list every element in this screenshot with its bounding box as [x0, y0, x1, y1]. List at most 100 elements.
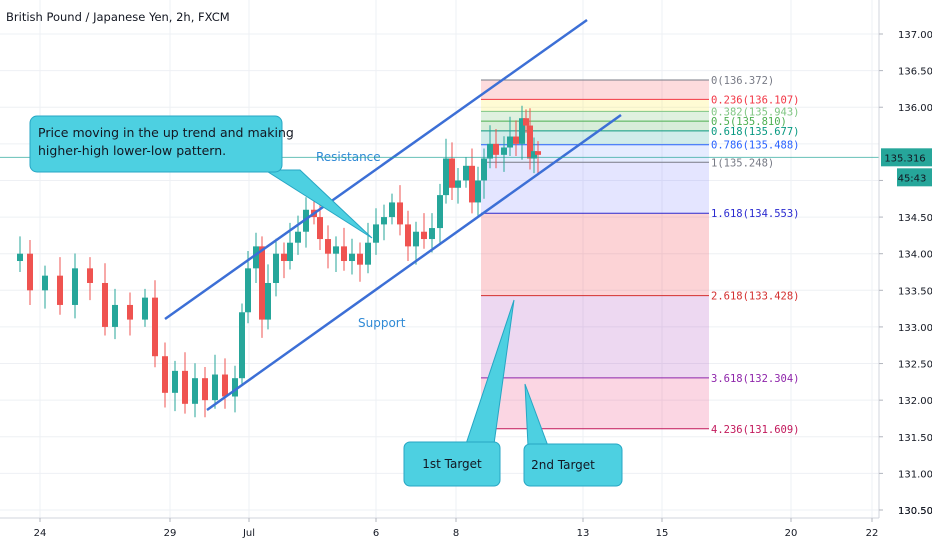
candle-body [429, 228, 435, 240]
candle-body [172, 370, 178, 393]
candle-body [421, 231, 427, 240]
candle-body [381, 217, 387, 225]
fib-level-label: 2.618(133.428) [711, 291, 800, 303]
candle-body [389, 202, 395, 218]
support-trendline[interactable] [206, 113, 622, 412]
target2-box [523, 443, 623, 487]
fib-level-label: 0.236(136.107) [711, 94, 800, 106]
candle-body [42, 275, 48, 291]
price-axis-bg [879, 0, 932, 550]
support-label: Support [358, 316, 406, 330]
candle-body [222, 374, 228, 397]
candle-body [325, 239, 331, 254]
candle-body [333, 246, 339, 254]
candle-body [365, 242, 371, 265]
callout-text-line-1: Price moving in the up trend and making [38, 125, 294, 140]
fib-zone [481, 79, 709, 100]
fib-level-label: 1(135.248) [711, 157, 774, 169]
callout-box [29, 115, 283, 173]
candle-body [57, 275, 63, 305]
candle-body [142, 297, 148, 320]
candle-body [535, 151, 541, 155]
candle-body [437, 195, 443, 229]
fib-level-label: 0.618(135.677) [711, 126, 800, 138]
candle-body [192, 378, 198, 404]
candle-body [519, 118, 525, 144]
price-tick-label: 130.500 [898, 506, 932, 517]
callout-text-line-2: higher-high lower-low pattern. [38, 143, 226, 158]
price-tick-label: 131.500 [898, 433, 932, 444]
candle-body [162, 356, 168, 393]
price-tick-label: 132.000 [898, 396, 932, 407]
candle-body [527, 125, 533, 159]
fib-zone [481, 111, 709, 122]
fib-zone [481, 295, 709, 378]
candle-body [501, 147, 507, 155]
fib-zone [481, 144, 709, 163]
candle-body [152, 297, 158, 357]
candle-body [102, 282, 108, 327]
target2-label: 2nd Target [531, 458, 595, 472]
candle-body [523, 118, 529, 126]
candle-body [295, 231, 301, 243]
candle-body [259, 246, 265, 320]
candle-body [303, 209, 309, 232]
candle-body [481, 158, 487, 181]
fib-level-label: 3.618(132.304) [711, 373, 800, 385]
candle-body [397, 202, 403, 225]
price-tick-label: 136.000 [898, 103, 932, 114]
fib-level-label: 0.382(135.943) [711, 106, 800, 118]
candle-body [507, 136, 513, 148]
candle-body [405, 224, 411, 247]
candle-body [469, 165, 475, 203]
time-tick-label: Jul [242, 528, 255, 539]
time-tick-label: 13 [577, 528, 590, 539]
candle-body [127, 304, 133, 320]
candle-body [87, 268, 93, 283]
candle-body [265, 282, 271, 320]
fib-level-label: 0.5(135.810) [711, 116, 787, 128]
candle-body [443, 158, 449, 196]
price-tick-label: 137.000 [898, 30, 932, 41]
candle-body [531, 151, 537, 159]
time-tick-label: 6 [373, 528, 379, 539]
candle-body [287, 242, 293, 262]
candle-body [341, 246, 347, 262]
time-tick-label: 22 [866, 528, 879, 539]
fib-zone [481, 121, 709, 131]
candle-body [72, 268, 78, 305]
chart-title: British Pound / Japanese Yen, 2h, FXCM [6, 10, 230, 24]
candle-body [253, 246, 259, 269]
fib-zone [481, 99, 709, 112]
fib-level-label: 0(136.372) [711, 75, 774, 87]
price-tick-label: 132.500 [898, 360, 932, 371]
current-price-tag[interactable] [881, 148, 932, 167]
countdown-tag [897, 168, 932, 187]
candle-body [449, 158, 455, 188]
fib-zone [481, 377, 709, 429]
countdown-value: 45:43 [898, 173, 927, 184]
candle-body [357, 253, 363, 265]
candle-body [112, 304, 118, 327]
candle-body [27, 253, 33, 291]
callout-tail [263, 169, 373, 239]
price-tick-label: 133.500 [898, 286, 932, 297]
candle-body [413, 231, 419, 247]
candle-body [182, 370, 188, 404]
candle-body [487, 143, 493, 159]
resistance-trendline[interactable] [164, 18, 588, 321]
candle-body [463, 165, 469, 181]
candle-body [513, 136, 519, 144]
fib-zone [481, 213, 709, 296]
candle-body [17, 253, 23, 262]
candle-body [281, 253, 287, 262]
time-tick-label: 24 [34, 528, 47, 539]
price-tick-label: 134.500 [898, 213, 932, 224]
price-tick-label: 136.500 [898, 67, 932, 78]
candle-body [373, 224, 379, 243]
price-tick-label: 130.500 [898, 506, 932, 517]
candle-body [239, 312, 245, 379]
candle-body [232, 378, 238, 397]
